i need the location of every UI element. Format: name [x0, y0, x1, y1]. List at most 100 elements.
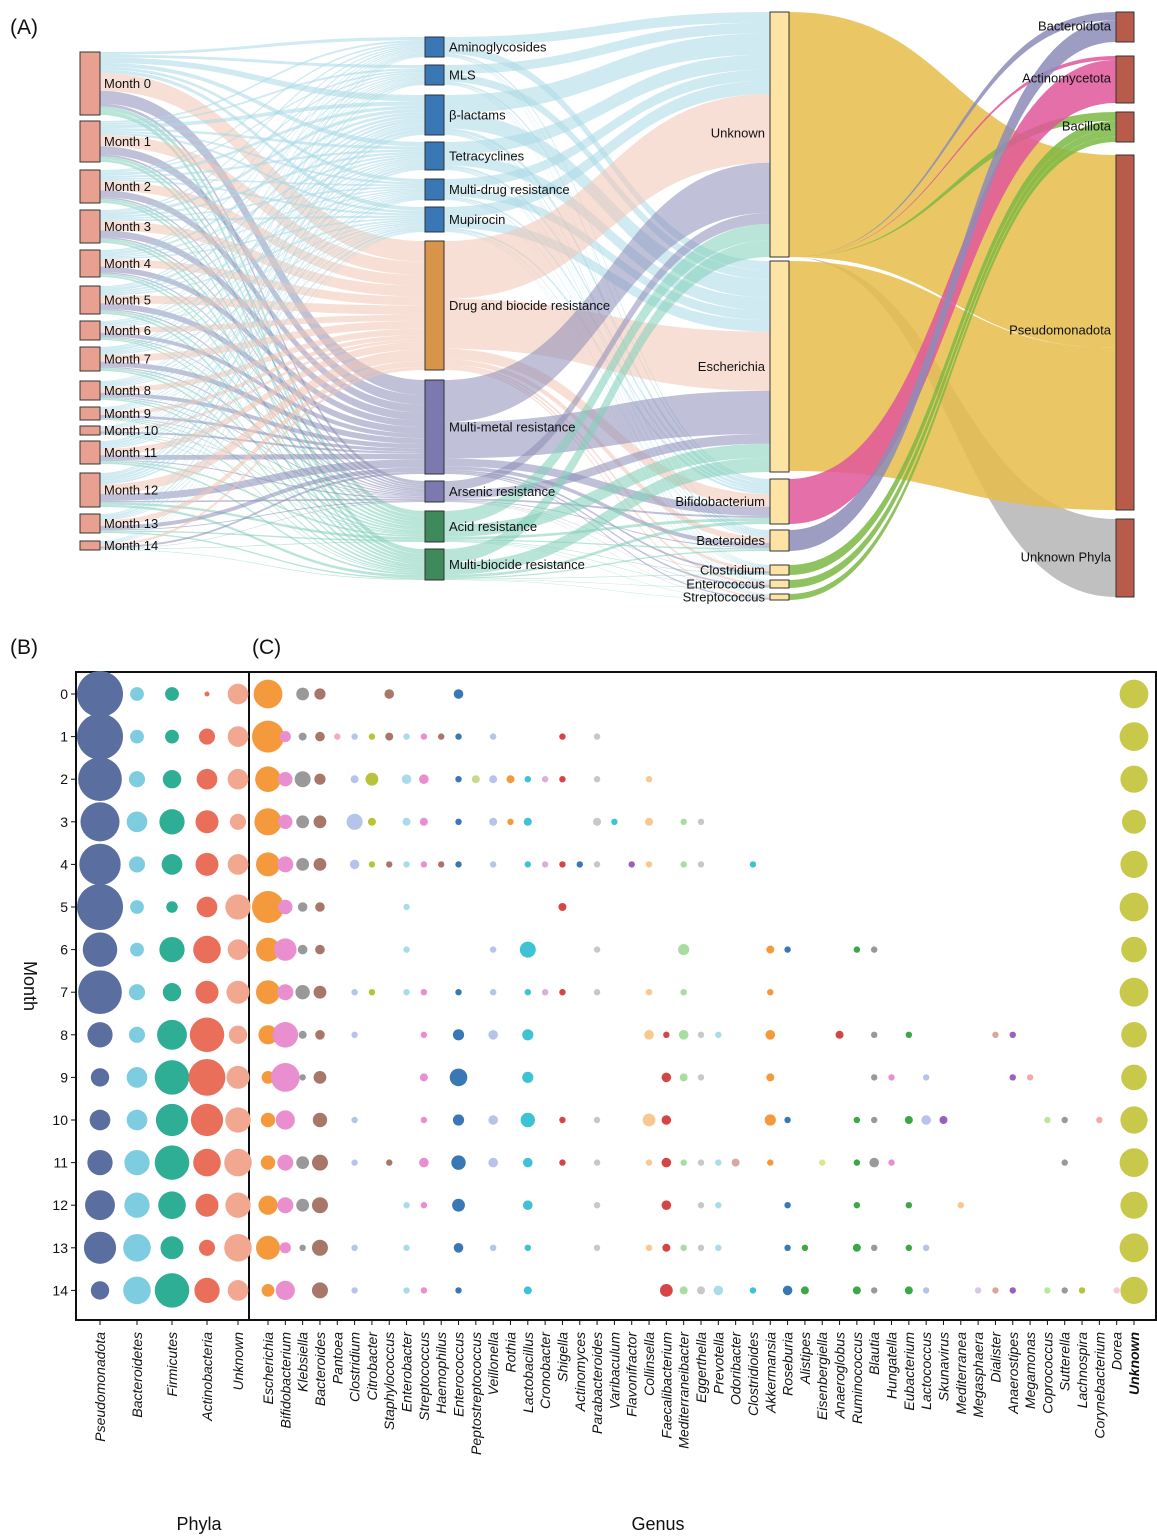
month-node: [79, 120, 101, 163]
sankey-link: [444, 80, 770, 219]
genus-bubble: [559, 1159, 566, 1166]
sankey-link: [100, 215, 425, 222]
sankey-link: [100, 106, 425, 516]
sankey-link: [100, 132, 425, 518]
genus-bubble: [351, 733, 358, 740]
phylum-bubble: [227, 854, 249, 875]
sankey-link: [100, 101, 425, 129]
sankey-link: [444, 33, 770, 113]
sankey-link: [444, 549, 770, 579]
phylum-bubble: [126, 1109, 148, 1131]
plot-frame: [75, 671, 1157, 1321]
phylum-bubble: [85, 1190, 115, 1221]
genus-bubble: [663, 1031, 670, 1039]
sankey-link: [100, 47, 425, 288]
month-node: [79, 472, 101, 508]
sankey-link: [100, 80, 425, 444]
genus-bubble: [645, 1159, 653, 1166]
genus-bubble: [593, 1202, 601, 1209]
sankey-link: [100, 196, 425, 483]
genus-tick-label: Anaeroglobus: [832, 1332, 848, 1419]
sankey-link: [100, 531, 425, 580]
resistance-class-label: Arsenic resistance: [449, 484, 555, 499]
genus-bubble: [853, 1116, 861, 1124]
phylum-bubble: [158, 1191, 186, 1219]
genus-bubble: [523, 817, 532, 826]
genus-bubble: [1119, 679, 1149, 709]
sankey-link: [100, 501, 425, 549]
genus-bubble: [645, 817, 654, 826]
resistance-class-label: Aminoglycosides: [449, 39, 547, 54]
phylum-node: [1115, 55, 1135, 104]
phylum-bubble: [87, 1149, 113, 1176]
sankey-link: [444, 500, 770, 549]
phylum-node-label: Pseudomonadota: [1009, 322, 1112, 337]
genus-bubble: [298, 732, 307, 741]
genus-bubble: [420, 1116, 428, 1124]
month-node: [79, 406, 101, 421]
sankey-link: [100, 168, 425, 519]
genus-bubble: [593, 946, 601, 953]
sankey-link: [100, 71, 425, 213]
genus-tick-label: Odoribacter: [728, 1331, 744, 1405]
genus-bubble: [661, 1072, 672, 1083]
sankey-link: [444, 539, 770, 550]
phylum-bubble: [195, 1193, 219, 1217]
genus-bubble: [593, 1159, 601, 1166]
sankey-link: [100, 471, 425, 549]
genus-bubble: [782, 1285, 793, 1296]
genus-bubble: [645, 776, 653, 783]
genus-bubble: [277, 1197, 294, 1214]
x-axis-title-genus: Genus: [631, 1514, 684, 1534]
genus-node: [769, 529, 790, 552]
y-tick-label: 0: [60, 686, 68, 702]
sankey-link: [100, 83, 425, 516]
genus-tick-label: Veillonella: [485, 1332, 501, 1396]
sankey-link: [100, 502, 425, 540]
genus-bubble: [452, 1029, 465, 1041]
resistance-class-node: [424, 548, 445, 581]
genus-bubble: [313, 858, 327, 871]
genus-bubble: [697, 861, 705, 868]
genus-bubble: [350, 775, 359, 784]
genus-tick-label: Enterobacter: [399, 1331, 415, 1412]
genus-tick-label: Prevotella: [710, 1332, 726, 1394]
sankey-link: [100, 84, 425, 542]
genus-bubble: [697, 1159, 705, 1166]
phylum-bubble: [194, 1277, 220, 1304]
phylum-bubble: [155, 1103, 189, 1137]
panel-label-b: (B): [10, 636, 38, 659]
phylum-bubble: [123, 1276, 151, 1305]
genus-bubble: [455, 776, 462, 783]
sankey-link: [100, 418, 425, 535]
genus-bubble: [921, 1115, 931, 1125]
sankey-link: [100, 52, 425, 427]
genus-bubble: [260, 1155, 276, 1170]
phylum-bubble: [159, 809, 185, 835]
genus-bubble: [351, 1287, 358, 1294]
genus-bubble: [628, 861, 635, 868]
sankey-link: [789, 56, 1116, 257]
genus-bubble: [1044, 1287, 1051, 1294]
phylum-tick-label: Actinobacteria: [199, 1332, 215, 1422]
sankey-link: [444, 54, 770, 155]
sankey-link: [100, 266, 425, 427]
phylum-node-label: Unknown Phyla: [1021, 549, 1112, 564]
genus-bubble: [523, 1286, 532, 1295]
sankey-link: [444, 574, 770, 580]
genus-tick-label: Cronobacter: [537, 1331, 553, 1409]
genus-bubble: [455, 733, 462, 740]
sankey-link: [789, 20, 1116, 551]
genus-node: [769, 593, 790, 601]
genus-bubble: [1009, 1074, 1016, 1081]
genus-bubble: [853, 946, 861, 953]
phylum-bubble: [193, 935, 221, 964]
sankey-link: [444, 45, 770, 271]
genus-tick-label: Actinomyces: [572, 1332, 588, 1412]
genus-bubble: [697, 818, 705, 825]
month-node-label: Month 6: [104, 323, 151, 338]
phylum-node: [1115, 518, 1135, 598]
genus-bubble: [314, 773, 326, 785]
sankey-link: [100, 70, 425, 173]
month-node-label: Month 5: [104, 292, 151, 307]
